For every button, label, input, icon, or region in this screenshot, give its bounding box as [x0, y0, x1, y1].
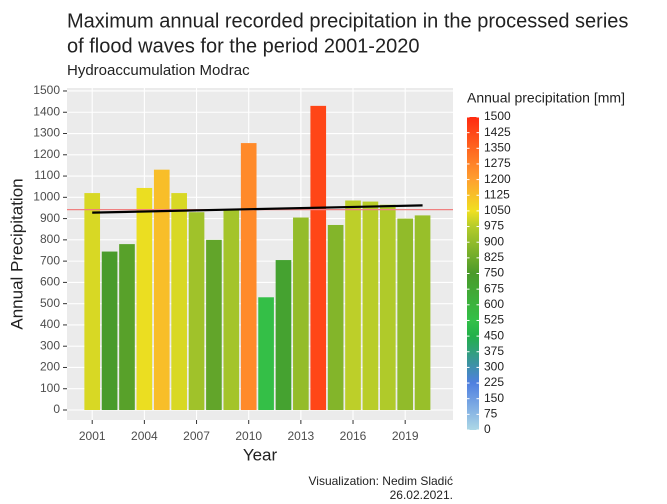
y-tick-label: 1500 [33, 83, 60, 97]
x-tick-label: 2019 [392, 429, 419, 443]
trend-line [92, 204, 423, 214]
colorbar-tick-label: 1500 [484, 109, 511, 123]
chart-subtitle: Hydroaccumulation Modrac [67, 62, 250, 79]
bar [310, 105, 327, 411]
colorbar [467, 117, 479, 430]
x-tick-label: 2010 [235, 429, 262, 443]
colorbar-tick-label: 975 [484, 219, 504, 233]
chart-title: Maximum annual recorded precipitation in… [67, 10, 628, 32]
x-tick-label: 2016 [340, 429, 367, 443]
bar [397, 218, 414, 411]
y-tick-label: 700 [40, 253, 60, 267]
y-tick-label: 1200 [33, 147, 60, 161]
x-tick-label: 2004 [131, 429, 158, 443]
colorbar-tick-label: 825 [484, 250, 504, 264]
bar [84, 193, 101, 411]
bar [240, 143, 257, 411]
colorbar-tick-label: 1425 [484, 125, 511, 139]
y-tick-label: 900 [40, 211, 60, 225]
colorbar-tick-label: 600 [484, 297, 504, 311]
bar [258, 297, 274, 411]
colorbar-tick-label: 1050 [484, 203, 511, 217]
y-tick-label: 800 [40, 232, 60, 246]
x-tick-label: 2001 [79, 429, 106, 443]
colorbar-tick-label: 900 [484, 234, 504, 248]
y-tick-label: 100 [40, 381, 60, 395]
y-tick-label: 1300 [33, 126, 60, 140]
y-tick-label: 0 [53, 402, 60, 416]
colorbar-tick-label: 375 [484, 344, 504, 358]
y-tick-label: 300 [40, 338, 60, 352]
bar [206, 239, 222, 411]
colorbar-tick-label: 750 [484, 266, 504, 280]
y-tick-label: 600 [40, 275, 60, 289]
y-tick-label: 200 [40, 360, 60, 374]
bar [153, 169, 170, 411]
bar [345, 200, 361, 411]
y-tick-label: 1400 [33, 104, 60, 118]
bar [136, 187, 153, 411]
y-tick-label: 400 [40, 317, 60, 331]
colorbar-tick-label: 525 [484, 313, 504, 327]
colorbar-tick-label: 450 [484, 328, 504, 342]
colorbar-tick-label: 1275 [484, 156, 511, 170]
bar [119, 244, 135, 411]
bar [414, 215, 431, 411]
bar [101, 251, 118, 411]
colorbar-tick-label: 675 [484, 281, 504, 295]
colorbar-tick-label: 300 [484, 360, 504, 374]
bar [362, 201, 379, 411]
x-tick-label: 2007 [183, 429, 210, 443]
chart-title: of flood waves for the period 2001-2020 [67, 35, 419, 57]
bar [327, 224, 344, 411]
bar [275, 260, 292, 411]
y-axis-label: Annual Precipitation [7, 178, 26, 329]
colorbar-tick-label: 1125 [484, 187, 510, 201]
bar [188, 212, 205, 411]
x-axis-label: Year [243, 445, 278, 464]
colorbar-title: Annual precipitation [mm] [467, 90, 625, 106]
colorbar-tick-label: 75 [484, 407, 498, 421]
colorbar-tick-label: 225 [484, 375, 504, 389]
colorbar-tick-label: 0 [484, 422, 491, 436]
colorbar-tick-label: 150 [484, 391, 504, 405]
bar [223, 210, 240, 411]
colorbar-tick-label: 1200 [484, 172, 511, 186]
y-tick-label: 1000 [33, 189, 60, 203]
y-tick-label: 1100 [34, 168, 60, 182]
bar [293, 217, 309, 411]
bar [171, 193, 187, 411]
bar [379, 204, 396, 411]
colorbar-tick-label: 1350 [484, 140, 511, 154]
caption: 26.02.2021. [390, 488, 453, 502]
caption: Visualization: Nedim Sladić [308, 474, 453, 488]
x-tick-label: 2013 [288, 429, 315, 443]
y-tick-label: 500 [40, 296, 60, 310]
